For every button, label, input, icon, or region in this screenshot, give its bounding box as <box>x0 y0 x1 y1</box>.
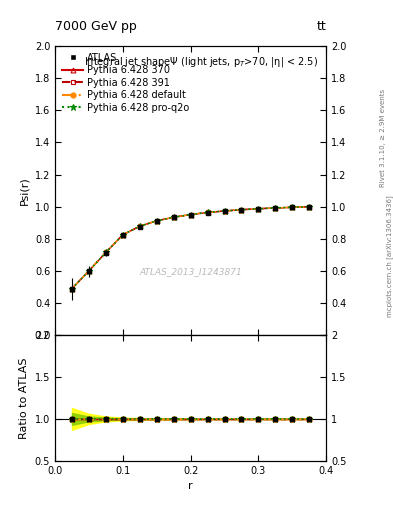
Text: Integral jet shapeΨ (light jets, p$_T$>70, |η| < 2.5): Integral jet shapeΨ (light jets, p$_T$>7… <box>84 55 318 69</box>
Text: Rivet 3.1.10, ≥ 2.9M events: Rivet 3.1.10, ≥ 2.9M events <box>380 89 386 187</box>
Text: 7000 GeV pp: 7000 GeV pp <box>55 20 137 33</box>
X-axis label: r: r <box>188 481 193 491</box>
Text: mcplots.cern.ch [arXiv:1306.3436]: mcplots.cern.ch [arXiv:1306.3436] <box>386 195 393 317</box>
Y-axis label: Psi(r): Psi(r) <box>19 176 29 205</box>
Text: tt: tt <box>316 20 326 33</box>
Legend: ATLAS, Pythia 6.428 370, Pythia 6.428 391, Pythia 6.428 default, Pythia 6.428 pr: ATLAS, Pythia 6.428 370, Pythia 6.428 39… <box>60 51 191 115</box>
Text: ATLAS_2013_I1243871: ATLAS_2013_I1243871 <box>139 267 242 276</box>
Y-axis label: Ratio to ATLAS: Ratio to ATLAS <box>19 357 29 439</box>
